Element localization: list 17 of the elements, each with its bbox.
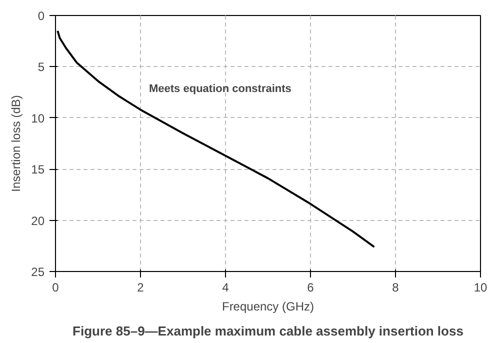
y-tick-label: 15 <box>31 162 45 177</box>
line-series <box>56 30 376 248</box>
x-axis-title: Frequency (GHz) <box>222 300 314 314</box>
y-axis-title: Insertion loss (dB) <box>9 95 24 192</box>
y-tick-label: 10 <box>31 111 45 126</box>
x-tick-label: 6 <box>307 280 314 294</box>
y-tick-label: 25 <box>31 265 45 279</box>
x-tick-label: 8 <box>392 280 400 294</box>
x-tick-label: 0 <box>52 280 60 294</box>
y-tick-label: 20 <box>31 214 45 228</box>
x-tick-label: 4 <box>222 280 230 294</box>
caption: Figure 85–9—Example maximum cable assembly insertion loss <box>72 324 464 338</box>
x-tick-label: 10 <box>474 280 488 294</box>
annotation: Meets equation constraints <box>149 82 292 95</box>
y-tick-label: 0 <box>38 9 45 23</box>
y-tick-label: 5 <box>38 60 45 74</box>
x-tick-label: 2 <box>137 280 144 294</box>
